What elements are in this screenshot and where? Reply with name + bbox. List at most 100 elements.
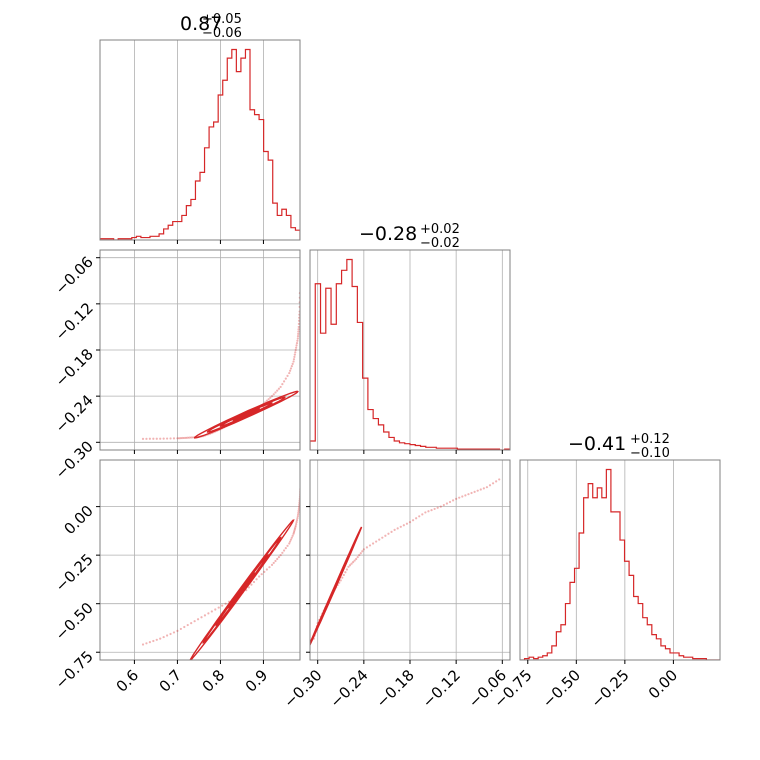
scatter-point	[292, 532, 295, 535]
scatter-point	[183, 625, 186, 629]
scatter-point	[294, 526, 297, 529]
scatter-point	[495, 480, 498, 483]
scatter-point	[384, 534, 387, 537]
scatter-point	[277, 555, 281, 559]
scatter-point	[281, 551, 284, 554]
title-1-upper: +0.02	[420, 222, 460, 237]
xtick-label: 0.00	[645, 666, 681, 702]
xtick-label: −0.30	[280, 666, 325, 711]
scatter-point	[265, 399, 268, 402]
scatter-point	[399, 525, 402, 528]
scatter-point	[295, 521, 298, 524]
scatter-point	[250, 583, 253, 586]
scatter-point	[210, 610, 213, 613]
scatter-point	[165, 634, 169, 637]
xtick-label: −0.12	[419, 666, 464, 711]
scatter-point	[348, 564, 352, 567]
scatter-point	[345, 568, 349, 571]
scatter-point	[296, 339, 299, 342]
panel-2-1: −0.30 −0.24 −0.18 −0.12 −0.06	[280, 459, 511, 711]
title-param-0: 0.87 +0.05 −0.06	[180, 12, 242, 41]
scatter-point	[193, 620, 196, 623]
scatter-point	[272, 393, 275, 396]
scatter-point	[341, 576, 344, 579]
scatter-point	[351, 561, 355, 564]
scatter-point	[430, 508, 433, 512]
scatter-point	[274, 391, 277, 394]
scatter-point	[359, 552, 362, 555]
scatter-point	[203, 614, 207, 617]
scatter-point	[165, 437, 169, 440]
scatter-point	[179, 437, 182, 440]
scatter-point	[289, 538, 293, 541]
panel-1-1	[309, 249, 511, 454]
contour-level-3	[206, 396, 286, 433]
scatter-point	[265, 568, 268, 571]
scatter-point	[371, 542, 375, 545]
contour-level-1	[228, 572, 256, 610]
panel-1-0: −0.30−0.24−0.18−0.12−0.06	[52, 249, 301, 483]
scatter-point	[269, 396, 272, 399]
ytick-label: −0.06	[52, 253, 97, 298]
scatter-point	[286, 544, 289, 547]
scatter-point	[396, 527, 399, 530]
scatter-point	[464, 494, 467, 497]
scatter-point	[141, 437, 145, 440]
scatter-point	[288, 542, 291, 545]
scatter-point	[296, 335, 300, 338]
scatter-point	[184, 436, 188, 439]
ytick-label: −0.24	[52, 391, 97, 436]
scatter-point	[172, 437, 176, 440]
scatter-point	[476, 489, 479, 492]
scatter-point	[405, 522, 409, 525]
scatter-point	[214, 608, 217, 611]
scatter-point	[365, 546, 369, 549]
xtick-label: −0.50	[539, 666, 584, 711]
scatter-point	[294, 524, 297, 528]
panel-content	[520, 468, 720, 660]
title-0-lower: −0.06	[202, 26, 242, 41]
scatter-point	[277, 387, 281, 390]
histogram-0	[100, 48, 300, 240]
scatter-point	[390, 530, 393, 533]
scatter-point	[276, 389, 279, 392]
scatter-point	[224, 602, 227, 605]
scatter-point	[296, 517, 299, 520]
scatter-point	[178, 437, 181, 440]
scatter-point	[290, 365, 293, 368]
scatter-point	[279, 385, 282, 389]
scatter-point	[152, 437, 155, 440]
scatter-point	[479, 488, 482, 491]
scatter-point	[418, 515, 421, 518]
scatter-point	[282, 549, 286, 552]
scatter-point	[148, 437, 151, 440]
scatter-point	[442, 503, 445, 507]
scatter-point	[439, 505, 442, 508]
scatter-point	[272, 561, 275, 565]
scatter-point	[433, 507, 436, 511]
scatter-point	[200, 616, 203, 619]
panel-content	[141, 291, 300, 440]
scatter-point	[297, 332, 300, 335]
scatter-point	[169, 632, 172, 636]
scatter-point	[247, 586, 250, 589]
title-2-median: −0.41	[568, 433, 626, 455]
scatter-point	[162, 635, 165, 639]
panel-2-2: −0.75 −0.50 −0.25 0.00	[490, 459, 721, 711]
title-2-upper: +0.12	[630, 432, 670, 447]
scatter-point	[169, 437, 172, 440]
scatter-point	[176, 437, 179, 440]
scatter-point	[448, 500, 452, 504]
scatter-point	[191, 436, 195, 439]
scatter-point	[461, 495, 464, 498]
scatter-point	[297, 513, 300, 516]
scatter-point	[415, 517, 418, 520]
scatter-point	[381, 536, 384, 539]
title-2-lower: −0.10	[630, 446, 670, 461]
scatter-point	[356, 555, 359, 559]
scatter-point	[393, 528, 396, 532]
xtick-label: 0.8	[199, 666, 229, 696]
scatter-point	[289, 540, 292, 543]
scatter-point	[297, 509, 300, 512]
xtick-label: −0.24	[326, 666, 371, 711]
